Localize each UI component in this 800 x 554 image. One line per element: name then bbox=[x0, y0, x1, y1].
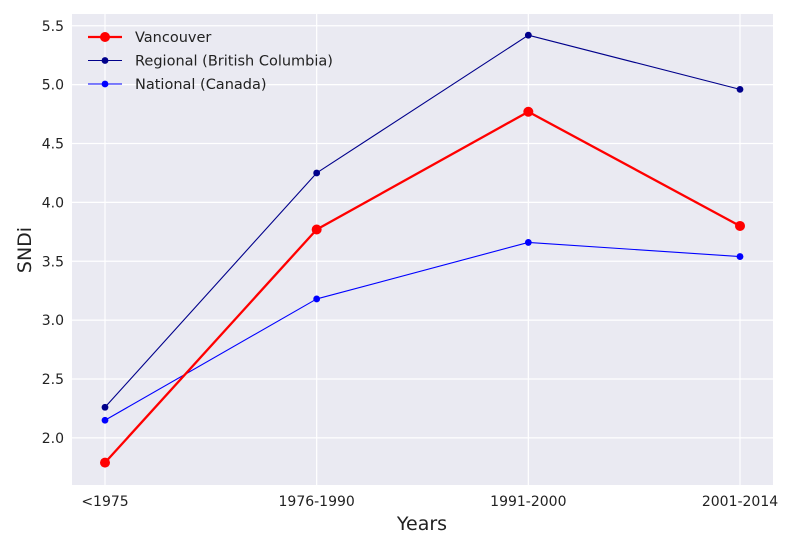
y-tick-label: 2.0 bbox=[42, 431, 64, 447]
data-point[interactable] bbox=[313, 295, 321, 303]
x-axis-title: Years bbox=[396, 513, 447, 535]
series-2 bbox=[101, 31, 744, 411]
grid-lines bbox=[72, 14, 773, 485]
x-tick-label: <1975 bbox=[81, 494, 128, 510]
data-point[interactable] bbox=[524, 31, 532, 39]
data-point[interactable] bbox=[524, 239, 532, 246]
legend-item[interactable]: Vancouver bbox=[88, 30, 211, 46]
y-tick-label: 3.5 bbox=[42, 254, 64, 270]
data-point[interactable] bbox=[735, 220, 745, 231]
legend-marker bbox=[101, 80, 109, 88]
y-tick-label: 5.5 bbox=[42, 19, 64, 35]
data-point[interactable] bbox=[736, 253, 744, 260]
data-point[interactable] bbox=[736, 85, 744, 93]
y-tick-label: 4.5 bbox=[42, 137, 64, 153]
legend-item[interactable]: Regional (British Columbia) bbox=[88, 54, 333, 70]
series-1 bbox=[100, 106, 745, 468]
x-tick-label: 1976-1990 bbox=[279, 494, 355, 510]
legend-label: National (Canada) bbox=[135, 77, 267, 93]
series-line bbox=[104, 110, 741, 464]
series-3 bbox=[101, 239, 744, 424]
legend-marker bbox=[101, 57, 109, 64]
series-line bbox=[104, 34, 741, 408]
y-axis-title: SNDi bbox=[14, 227, 36, 273]
legend[interactable]: Vancouver Regional (British Columbia) Nati… bbox=[88, 30, 333, 93]
y-tick-label: 3.0 bbox=[42, 313, 64, 329]
data-point[interactable] bbox=[313, 169, 321, 177]
data-point[interactable] bbox=[101, 416, 109, 424]
data-point[interactable] bbox=[101, 403, 109, 411]
plot-background bbox=[72, 14, 773, 485]
legend-item[interactable]: National (Canada) bbox=[88, 77, 267, 93]
data-point[interactable] bbox=[311, 224, 322, 235]
legend-marker bbox=[100, 32, 110, 42]
legend-label: Regional (British Columbia) bbox=[135, 54, 333, 70]
x-tick-label: 2001-2014 bbox=[702, 494, 778, 510]
y-tick-label: 5.0 bbox=[42, 78, 64, 94]
x-tick-label: 1991-2000 bbox=[490, 494, 566, 510]
data-point[interactable] bbox=[100, 457, 110, 468]
series-line bbox=[104, 241, 741, 421]
y-tick-label: 4.0 bbox=[42, 195, 64, 211]
data-point[interactable] bbox=[523, 106, 534, 117]
y-tick-label: 2.5 bbox=[42, 372, 64, 388]
legend-label: Vancouver bbox=[135, 30, 211, 46]
tick-labels: 2.0 2.5 3.0 3.5 4.0 4.5 5.0 5.5 <1975 1976-1990 19… bbox=[42, 19, 779, 510]
series-group bbox=[100, 31, 745, 468]
